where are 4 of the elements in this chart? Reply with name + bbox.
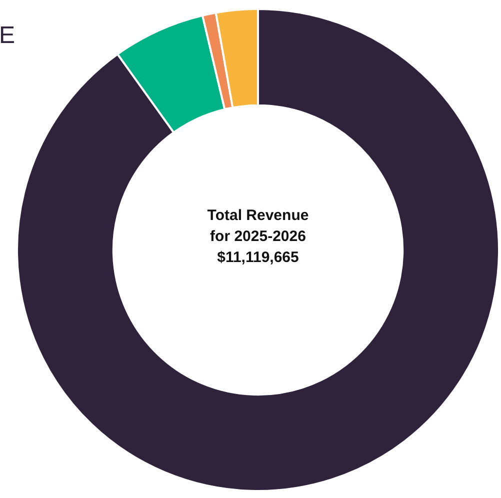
text: E bbox=[0, 22, 16, 50]
text: for 2025-2026 bbox=[209, 227, 307, 247]
text: $11,119,665 bbox=[216, 248, 300, 268]
text: Total Revenue bbox=[206, 206, 310, 226]
